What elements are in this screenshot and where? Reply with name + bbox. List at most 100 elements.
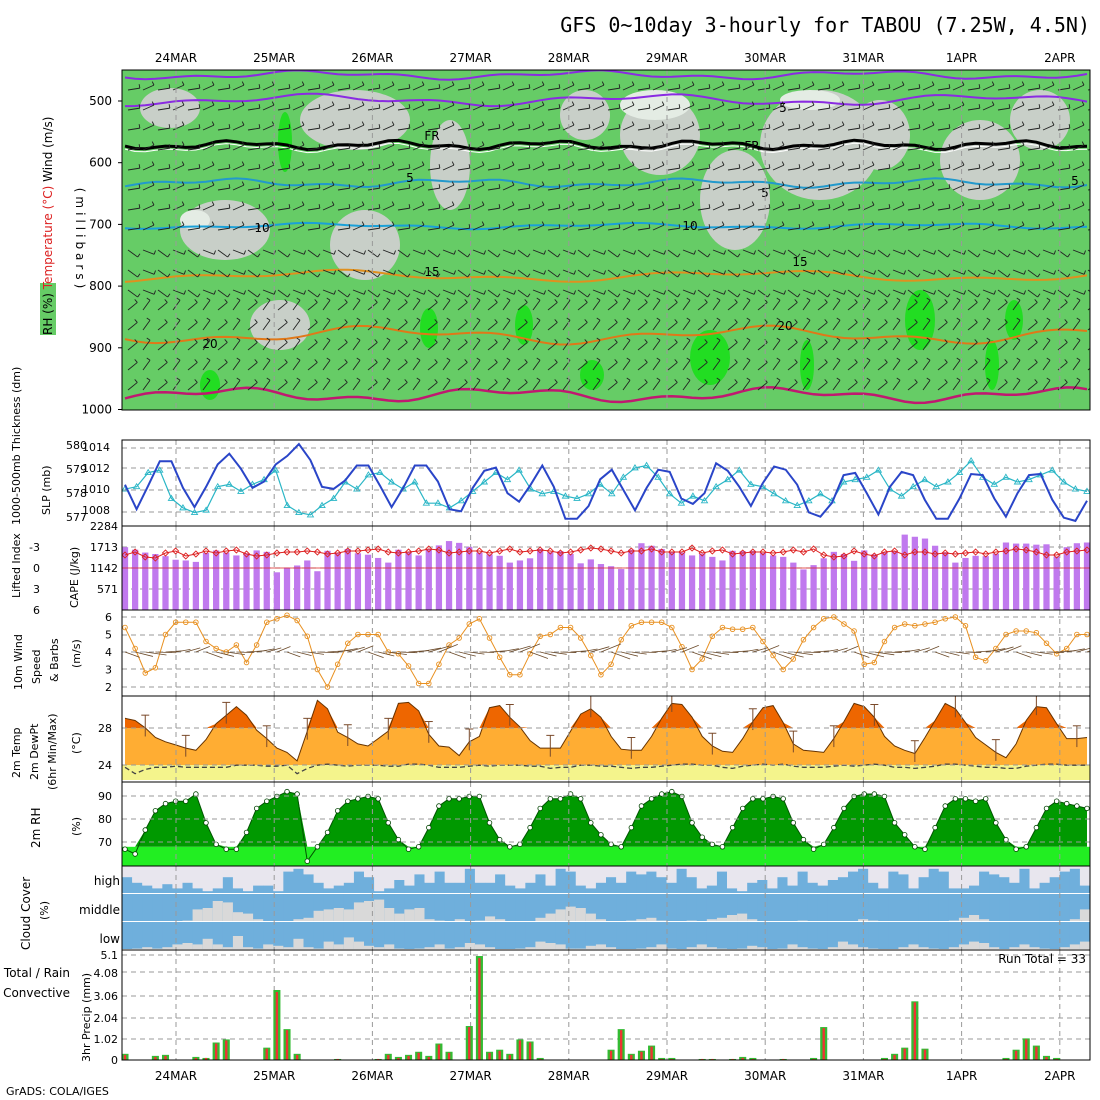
wind-barb-flag bbox=[926, 317, 931, 321]
wind-barb-flag bbox=[674, 379, 678, 383]
wind-barb-flag bbox=[494, 359, 498, 363]
wind-barb bbox=[847, 322, 858, 331]
wind-barb bbox=[142, 144, 155, 151]
lifted-index-point bbox=[556, 549, 565, 557]
wind-speed-point bbox=[841, 621, 847, 627]
isotherm-25 bbox=[124, 386, 1088, 405]
wind-barb-flag bbox=[723, 270, 726, 275]
precip-total-label: Total / Rain bbox=[3, 966, 70, 980]
wind-barb-flag bbox=[961, 181, 965, 186]
thickness-point bbox=[167, 494, 176, 501]
wind-barb bbox=[802, 380, 811, 391]
wind-barb bbox=[247, 87, 260, 91]
cloud-clear-bar bbox=[989, 947, 1000, 950]
wind-barb bbox=[667, 167, 680, 171]
thickness-point bbox=[723, 475, 732, 483]
wind-ylabel: 10m Wind bbox=[12, 634, 25, 690]
wind-barb-flag bbox=[374, 319, 378, 323]
wind-barb-flag bbox=[1034, 319, 1038, 323]
wind-barb bbox=[157, 127, 170, 131]
wind-barb bbox=[457, 147, 470, 151]
cloud-high-bar bbox=[787, 885, 799, 894]
precip-convective-bar bbox=[751, 1058, 755, 1060]
cloud-high-gap bbox=[908, 866, 920, 889]
wind-barb-flag bbox=[884, 319, 888, 323]
rh-legend-swatch bbox=[40, 283, 56, 335]
wind-barb bbox=[802, 84, 815, 91]
wind-barb-flag bbox=[333, 290, 336, 295]
cloud-high-bar bbox=[1049, 877, 1061, 894]
wind-barb bbox=[922, 269, 935, 275]
wind-barb bbox=[1012, 380, 1021, 391]
cloud-high-gap bbox=[999, 866, 1010, 878]
cloud-clear-bar bbox=[1019, 944, 1030, 950]
cloud-layer-bar bbox=[979, 922, 990, 950]
wind-barb bbox=[742, 144, 755, 151]
wind-barb bbox=[1072, 184, 1085, 191]
wind-barb-flag bbox=[527, 253, 531, 258]
wind-barb-flag bbox=[494, 379, 498, 383]
cloud-clear-bar bbox=[969, 915, 980, 922]
wind-barb-flag bbox=[686, 297, 691, 301]
cloud-cover-panel bbox=[122, 866, 1090, 950]
wind-barb bbox=[502, 144, 515, 151]
wind-barb bbox=[787, 207, 800, 211]
wind-barb-flag bbox=[356, 357, 361, 361]
wind-barb-flag bbox=[138, 144, 141, 149]
precip-convective-bar bbox=[812, 1058, 815, 1060]
wind-barb-flag bbox=[498, 124, 501, 129]
wind-barb-flag bbox=[931, 221, 935, 226]
wind-barb-flag bbox=[284, 319, 288, 323]
wind-barb bbox=[607, 249, 618, 258]
wind-barb bbox=[157, 107, 170, 111]
cape-bar bbox=[891, 551, 898, 610]
wind-barb-flag bbox=[918, 104, 921, 109]
moist-core bbox=[278, 112, 292, 172]
cape-bar bbox=[476, 552, 483, 610]
wind-barb bbox=[1072, 124, 1085, 131]
wind-barb-flag bbox=[228, 104, 231, 109]
thickness-point bbox=[155, 466, 164, 473]
wind-barb bbox=[682, 124, 695, 131]
wind-barb-flag bbox=[271, 81, 275, 86]
minmax-ylabel: (6hr Min/Max) bbox=[46, 713, 59, 790]
cloud-clear-bar bbox=[636, 919, 647, 922]
cloud-layer-bar bbox=[585, 894, 597, 922]
wind-barb bbox=[502, 360, 511, 371]
rh-point bbox=[598, 832, 604, 838]
thickness-point bbox=[573, 494, 581, 501]
cloud-high-gap bbox=[636, 866, 647, 875]
wind-barb-flag bbox=[498, 144, 501, 149]
wind-barb-flag bbox=[618, 104, 621, 109]
wind-speed-point bbox=[709, 633, 716, 640]
wind-barb-flag bbox=[783, 290, 786, 295]
wind-barb-flag bbox=[1023, 290, 1026, 295]
wind-barb bbox=[682, 164, 695, 171]
wind-barb-flag bbox=[677, 273, 681, 278]
cape-bar bbox=[577, 563, 584, 610]
wind-barb bbox=[547, 302, 558, 311]
wind-barb bbox=[142, 124, 155, 131]
wind-barb-flag bbox=[686, 377, 691, 381]
wind-barb bbox=[967, 269, 978, 278]
wind-barb-flag bbox=[314, 359, 318, 363]
wind-speed-point bbox=[415, 680, 422, 687]
wind-barb-flag bbox=[723, 290, 726, 295]
cloud-high-gap bbox=[172, 866, 183, 889]
precip-convective-bar bbox=[1025, 1039, 1028, 1060]
wind-barb bbox=[1012, 124, 1025, 131]
bottom-date-axis: 24MAR 25MAR 26MAR 27MAR 28MAR 29MAR 30MAR 31MAR… bbox=[155, 1069, 1076, 1083]
thickness-point bbox=[132, 482, 141, 490]
wind-barb bbox=[892, 300, 901, 311]
cloud-clear-bar bbox=[243, 913, 254, 922]
wind-barb bbox=[367, 289, 378, 298]
lifted-index-point bbox=[982, 550, 990, 558]
wind-barb-flag bbox=[573, 290, 576, 295]
wind-barb bbox=[292, 144, 305, 151]
wind-barb bbox=[622, 289, 635, 295]
wind-barb-flag bbox=[986, 357, 991, 361]
wind-barb bbox=[442, 164, 455, 171]
wind-barb bbox=[367, 87, 380, 91]
cloud-high-gap bbox=[565, 866, 577, 872]
wind-barb-flag bbox=[407, 273, 411, 278]
